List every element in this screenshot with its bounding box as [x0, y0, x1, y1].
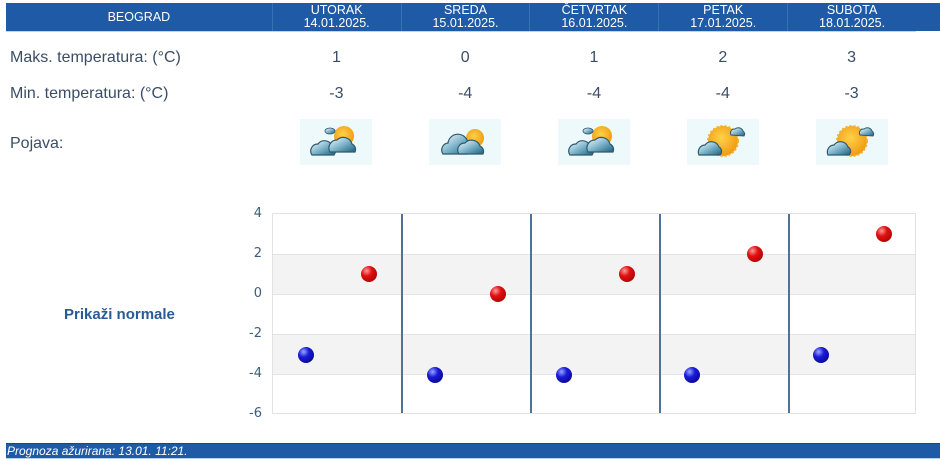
min-temp-value: -4 — [715, 85, 730, 102]
forecast-footer: Prognoza ažurirana: 13.01. 11:21. — [6, 443, 940, 459]
day-name: PETAK — [703, 3, 744, 17]
day-header: SREDA 15.01.2025. — [402, 3, 531, 31]
min-temp-label: Min. temperatura: (°C) — [10, 85, 169, 102]
partly-cloudy-icon — [557, 119, 630, 165]
partly-cloudy-icon — [300, 119, 373, 165]
day-header: ČETVRTAK 16.01.2025. — [530, 3, 660, 31]
y-tick: 0 — [253, 286, 262, 301]
day-name: SREDA — [443, 3, 488, 17]
day-separator — [401, 214, 403, 413]
max-temp-value: 3 — [847, 49, 857, 66]
max-temp-value: 1 — [589, 49, 599, 66]
min-temp-point — [426, 366, 443, 383]
forecast-header: BEOGRAD UTORAK 14.01.2025. SREDA 15.01.2… — [6, 3, 916, 32]
y-tick: -6 — [249, 406, 262, 421]
day-name: SUBOTA — [826, 3, 878, 17]
y-tick: -2 — [249, 326, 262, 341]
max-temp-point — [747, 246, 764, 263]
city-name: BEOGRAD — [6, 3, 273, 31]
mostly-sunny-icon — [815, 119, 888, 165]
min-temp-point — [813, 346, 830, 363]
max-temp-value: 2 — [718, 49, 728, 66]
day-date: 16.01.2025. — [561, 16, 628, 30]
header-tail — [916, 3, 940, 31]
grid-band — [273, 254, 915, 295]
weather-label: Pojava: — [10, 135, 64, 152]
max-temp-point — [489, 286, 506, 303]
min-temp-point — [298, 346, 314, 363]
min-temp-value: -4 — [586, 85, 602, 102]
day-separator — [788, 214, 790, 413]
day-date: 15.01.2025. — [432, 16, 499, 30]
min-temp-point — [555, 366, 572, 383]
max-temp-point — [876, 226, 893, 243]
day-name: ČETVRTAK — [561, 3, 628, 17]
day-separator — [659, 214, 661, 413]
day-header: SUBOTA 18.01.2025. — [788, 3, 916, 31]
min-temp-value: -3 — [844, 85, 859, 102]
mostly-sunny-icon — [686, 119, 759, 165]
min-temp-value: -3 — [329, 85, 344, 102]
max-temp-row: 1 0 1 2 3 — [272, 49, 916, 67]
max-temp-label: Maks. temperatura: (°C) — [10, 49, 181, 66]
max-temp-point — [361, 266, 377, 283]
show-normals-link[interactable]: Prikaži normale — [64, 306, 175, 323]
y-tick: 2 — [253, 246, 262, 261]
day-date: 17.01.2025. — [690, 16, 757, 30]
day-header: UTORAK 14.01.2025. — [273, 3, 402, 31]
day-date: 18.01.2025. — [819, 16, 886, 30]
min-temp-point — [684, 366, 701, 383]
mostly-cloudy-icon — [429, 119, 502, 165]
weather-icons-row — [272, 119, 916, 165]
grid-band — [273, 334, 915, 375]
day-header: PETAK 17.01.2025. — [659, 3, 789, 31]
min-temp-value: -4 — [458, 85, 473, 102]
day-name: UTORAK — [310, 3, 363, 17]
max-temp-value: 0 — [460, 49, 470, 66]
max-temp-value: 1 — [331, 49, 341, 66]
y-tick: -4 — [249, 366, 262, 381]
y-tick: 4 — [253, 206, 262, 221]
updated-text: Prognoza ažurirana: 13.01. 11:21. — [7, 444, 188, 458]
temperature-chart — [272, 213, 916, 414]
min-temp-row: -3 -4 -4 -4 -3 — [272, 85, 916, 103]
day-separator — [530, 214, 532, 413]
day-date: 14.01.2025. — [303, 16, 370, 30]
max-temp-point — [618, 266, 635, 283]
